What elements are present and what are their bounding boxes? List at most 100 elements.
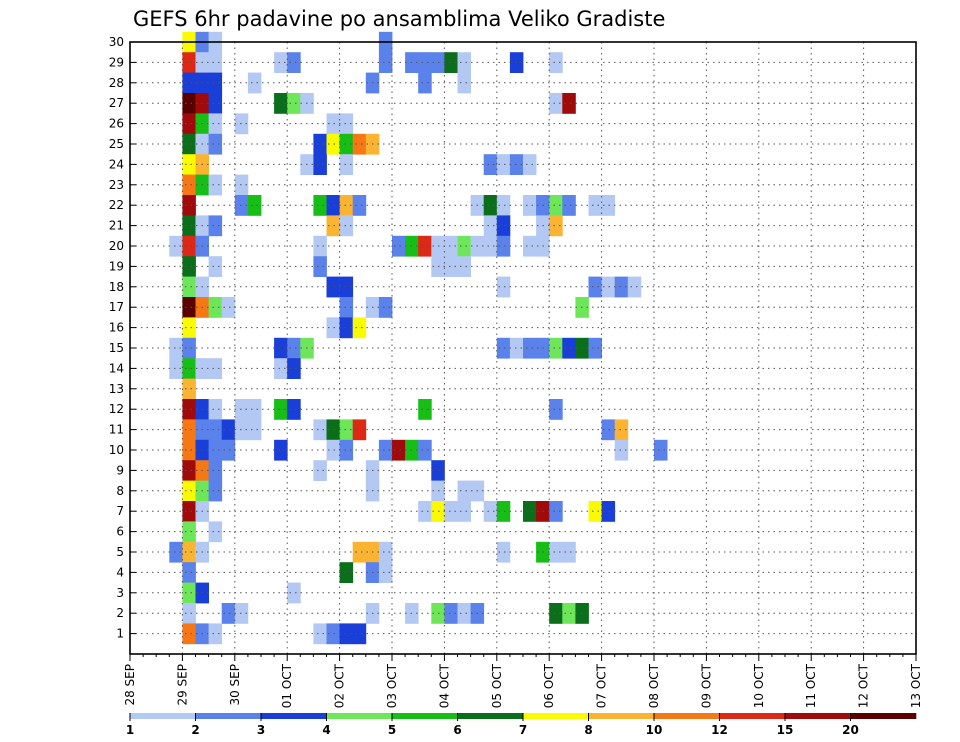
colorbar-label: 5 (388, 723, 396, 737)
heatmap-cell (418, 439, 432, 461)
heatmap-cell (392, 235, 406, 257)
heatmap-cell (496, 154, 511, 175)
heatmap-cell (208, 52, 223, 73)
colorbar-label: 7 (519, 723, 527, 737)
y-tick-label: 15 (109, 341, 124, 355)
x-axis: 28 SEP 29 SEP 30 SEP 01 OCT 02 OCT 03 OCT 04 O… (123, 654, 923, 708)
x-tick-label: 09 OCT (699, 663, 713, 708)
heatmap-cell (182, 521, 196, 543)
heatmap-cell (182, 541, 196, 563)
heatmap-cell (313, 419, 327, 441)
y-tick-label: 2 (116, 606, 124, 620)
heatmap-cell (549, 195, 563, 216)
heatmap-cell (549, 501, 563, 522)
heatmap-cell (444, 235, 458, 257)
heatmap-cell (274, 52, 288, 73)
heatmap-cell (182, 256, 196, 277)
heatmap-cell (208, 358, 223, 379)
y-tick-label: 19 (109, 259, 124, 273)
heatmap-cell (588, 337, 602, 359)
x-tick-label: 04 OCT (437, 663, 451, 708)
heatmap-cell (614, 439, 629, 461)
colorbar-swatch (130, 713, 196, 719)
heatmap-cell (182, 113, 196, 135)
colorbar-swatch (457, 713, 524, 719)
heatmap-cell (182, 93, 196, 114)
heatmap-cell (339, 317, 354, 339)
heatmap-cell (208, 174, 223, 196)
heatmap-cell (562, 195, 576, 216)
heatmap-cell (274, 439, 288, 461)
x-tick-label: 03 OCT (385, 663, 399, 708)
heatmap-cell (444, 501, 458, 522)
colorbar-label: 2 (191, 723, 199, 737)
heatmap-cell (457, 72, 471, 94)
grid-lines (130, 41, 916, 654)
heatmap-cell (274, 358, 288, 379)
heatmap-cell (378, 562, 393, 583)
heatmap-cell (287, 399, 301, 420)
heatmap-cell (457, 501, 471, 522)
heatmap-cell (208, 93, 223, 114)
heatmap-cell (247, 195, 262, 216)
y-tick-label: 10 (109, 443, 124, 457)
colorbar-swatch (719, 713, 786, 719)
colorbar-swatch (588, 713, 655, 719)
colorbar-label: 1 (126, 723, 134, 737)
heatmap-cell (208, 623, 223, 645)
heatmap-cell (496, 337, 511, 359)
heatmap-cell (549, 93, 563, 114)
colorbar-swatch (392, 713, 458, 719)
heatmap-cell (274, 337, 288, 359)
heatmap-cell (274, 399, 288, 420)
heatmap-cell (313, 623, 327, 645)
heatmap-cell (378, 52, 393, 73)
heatmap-cell (614, 276, 629, 298)
y-tick-label: 29 (109, 55, 124, 69)
colorbar-label: 12 (711, 723, 728, 737)
heatmap-cell (601, 419, 616, 441)
heatmap-cell (378, 297, 393, 318)
heatmap-cell (208, 419, 223, 441)
y-tick-label: 12 (109, 402, 124, 416)
heatmap-cell (418, 235, 432, 257)
heatmap-cell (339, 113, 354, 135)
heatmap-cell (339, 276, 354, 298)
heatmap-cell (234, 419, 249, 441)
y-tick-label: 8 (116, 484, 124, 498)
heatmap-cell (483, 235, 498, 257)
heatmap-cell (496, 541, 511, 563)
heatmap-cell (562, 93, 576, 114)
heatmap-cell (182, 174, 196, 196)
heatmap-cell (339, 215, 354, 237)
heatmap-cell (208, 297, 223, 318)
heatmap-cell (496, 276, 511, 298)
heatmap-cell (182, 439, 196, 461)
heatmap-cell (169, 337, 183, 359)
heatmap-cell (496, 501, 511, 522)
colorbar-swatch (850, 713, 917, 719)
y-tick-label: 4 (116, 565, 124, 579)
heatmap-cell (182, 276, 196, 298)
y-tick-label: 24 (109, 157, 124, 171)
heatmap-cell (208, 399, 223, 420)
y-tick-label: 5 (116, 545, 124, 559)
heatmap-cell (601, 501, 616, 522)
heatmap-cell (208, 215, 223, 237)
heatmap-cell (496, 235, 511, 257)
heatmap-cell (326, 195, 340, 216)
heatmap-cell (444, 256, 458, 277)
heatmap-cell (182, 317, 196, 339)
heatmap-cell (221, 419, 236, 441)
heatmap-cell (496, 195, 511, 216)
heatmap-cell (234, 195, 249, 216)
x-tick-label: 02 OCT (333, 663, 347, 708)
heatmap-cell (313, 195, 327, 216)
heatmap-cell (313, 154, 327, 175)
heatmap-cell (234, 399, 249, 420)
heatmap-cell (182, 133, 196, 155)
x-tick-label: 06 OCT (542, 663, 556, 708)
heatmap-cell (287, 358, 301, 379)
heatmap-cell (523, 337, 537, 359)
heatmap-cell (182, 235, 196, 257)
